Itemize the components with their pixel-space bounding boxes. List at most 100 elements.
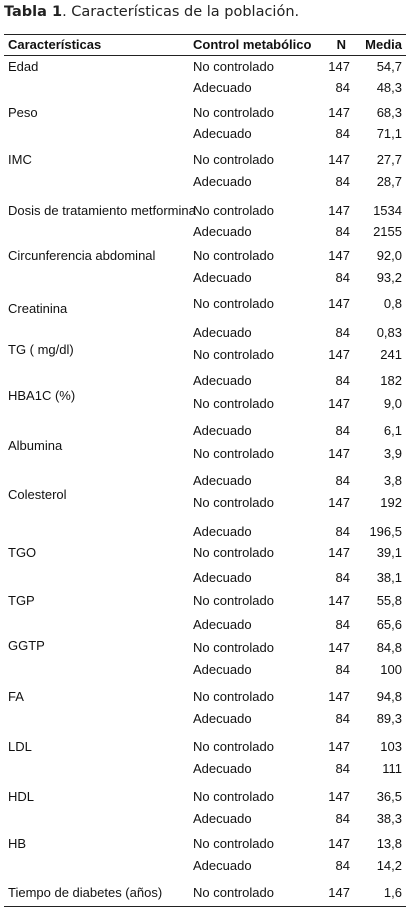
media-cell: 93,2 — [376, 270, 402, 285]
media-cell: 39,1 — [376, 545, 402, 560]
n-cell: 147 — [328, 248, 350, 263]
control-cell: No controlado — [193, 739, 274, 754]
characteristic: HDL — [8, 789, 35, 804]
n-cell: 84 — [335, 570, 350, 585]
media-cell: 38,3 — [376, 811, 402, 826]
n-cell: 84 — [335, 423, 350, 438]
control-cell: No controlado — [193, 105, 274, 120]
media-cell: 100 — [380, 662, 402, 677]
control-cell: No controlado — [193, 296, 274, 311]
control-cell: No controlado — [193, 545, 274, 560]
header-cell: Media — [365, 37, 402, 52]
header-cell: Características — [8, 37, 102, 52]
media-cell: 92,0 — [376, 248, 402, 263]
characteristic: Colesterol — [8, 487, 67, 502]
media-cell: 0,8 — [383, 296, 402, 311]
control-cell: Adecuado — [193, 325, 252, 340]
media-cell: 9,0 — [383, 396, 402, 411]
control-cell: No controlado — [193, 396, 274, 411]
control-cell: Adecuado — [193, 473, 252, 488]
control-cell: No controlado — [193, 789, 274, 804]
n-cell: 147 — [328, 296, 350, 311]
n-cell: 147 — [328, 495, 350, 510]
control-cell: Adecuado — [193, 80, 252, 95]
n-cell: 84 — [335, 811, 350, 826]
n-cell: 147 — [328, 203, 350, 218]
control-cell: No controlado — [193, 203, 274, 218]
control-cell: Adecuado — [193, 423, 252, 438]
media-cell: 36,5 — [376, 789, 402, 804]
media-cell: 182 — [380, 373, 402, 388]
media-cell: 84,8 — [376, 640, 402, 655]
n-cell: 84 — [335, 524, 350, 539]
control-cell: No controlado — [193, 689, 274, 704]
n-cell: 84 — [335, 473, 350, 488]
media-cell: 3,9 — [383, 446, 402, 461]
media-cell: 54,7 — [376, 59, 402, 74]
n-cell: 147 — [328, 152, 350, 167]
n-cell: 147 — [328, 836, 350, 851]
n-cell: 147 — [328, 545, 350, 560]
n-cell: 147 — [328, 640, 350, 655]
n-cell: 147 — [328, 593, 350, 608]
n-cell: 147 — [328, 396, 350, 411]
n-cell: 84 — [335, 325, 350, 340]
n-cell: 84 — [335, 617, 350, 632]
n-cell: 147 — [328, 739, 350, 754]
n-cell: 84 — [335, 373, 350, 388]
header-cell: Control metabólico — [193, 37, 312, 52]
n-cell: 84 — [335, 761, 350, 776]
title-text: . Características de la población. — [62, 4, 300, 20]
media-cell: 192 — [380, 495, 402, 510]
n-cell: 147 — [328, 347, 350, 362]
control-cell: No controlado — [193, 495, 274, 510]
rule — [4, 55, 406, 56]
control-cell: Adecuado — [193, 270, 252, 285]
title-label: Tabla 1 — [4, 4, 63, 20]
characteristic: TG ( mg/dl) — [8, 342, 74, 357]
rule — [4, 906, 406, 907]
n-cell: 147 — [328, 689, 350, 704]
control-cell: Adecuado — [193, 858, 252, 873]
control-cell: Adecuado — [193, 373, 252, 388]
control-cell: Adecuado — [193, 761, 252, 776]
media-cell: 241 — [380, 347, 402, 362]
characteristic: Edad — [8, 59, 39, 74]
characteristic: Peso — [8, 105, 38, 120]
n-cell: 84 — [335, 858, 350, 873]
n-cell: 147 — [328, 105, 350, 120]
control-cell: No controlado — [193, 593, 274, 608]
n-cell: 147 — [328, 446, 350, 461]
characteristic: Dosis de tratamiento metformina — [8, 203, 196, 218]
characteristic: Tiempo de diabetes (años) — [8, 885, 163, 900]
characteristic: TGO — [8, 545, 37, 560]
control-cell: Adecuado — [193, 711, 252, 726]
characteristic: IMC — [8, 152, 32, 167]
media-cell: 3,8 — [383, 473, 402, 488]
characteristic: Circunferencia abdominal — [8, 248, 156, 263]
control-cell: No controlado — [193, 885, 274, 900]
title: Tabla 1. Características de la población… — [4, 4, 299, 20]
media-cell: 0,83 — [376, 325, 402, 340]
characteristic: TGP — [8, 593, 35, 608]
n-cell: 84 — [335, 174, 350, 189]
n-cell: 84 — [335, 711, 350, 726]
rule — [4, 34, 406, 35]
media-cell: 13,8 — [376, 836, 402, 851]
media-cell: 48,3 — [376, 80, 402, 95]
characteristic: GGTP — [8, 638, 45, 653]
control-cell: Adecuado — [193, 570, 252, 585]
media-cell: 2155 — [373, 224, 402, 239]
media-cell: 111 — [382, 761, 402, 776]
characteristic: Albumina — [8, 438, 63, 453]
n-cell: 84 — [335, 80, 350, 95]
control-cell: No controlado — [193, 640, 274, 655]
control-cell: No controlado — [193, 836, 274, 851]
characteristic: FA — [8, 689, 24, 704]
characteristic: HB — [8, 836, 27, 851]
control-cell: Adecuado — [193, 174, 252, 189]
n-cell: 84 — [335, 270, 350, 285]
characteristic: LDL — [8, 739, 32, 754]
control-cell: Adecuado — [193, 224, 252, 239]
media-cell: 6,1 — [383, 423, 402, 438]
